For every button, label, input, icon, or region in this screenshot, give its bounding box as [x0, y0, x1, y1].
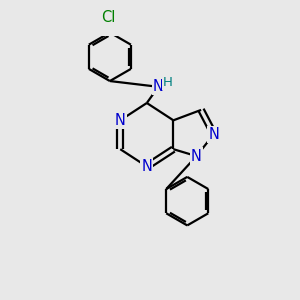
Text: N: N	[191, 148, 202, 164]
Text: N: N	[208, 127, 219, 142]
Text: Cl: Cl	[101, 11, 116, 26]
Text: N: N	[115, 113, 126, 128]
Text: H: H	[163, 76, 173, 89]
Text: N: N	[153, 79, 164, 94]
Text: N: N	[141, 159, 152, 174]
